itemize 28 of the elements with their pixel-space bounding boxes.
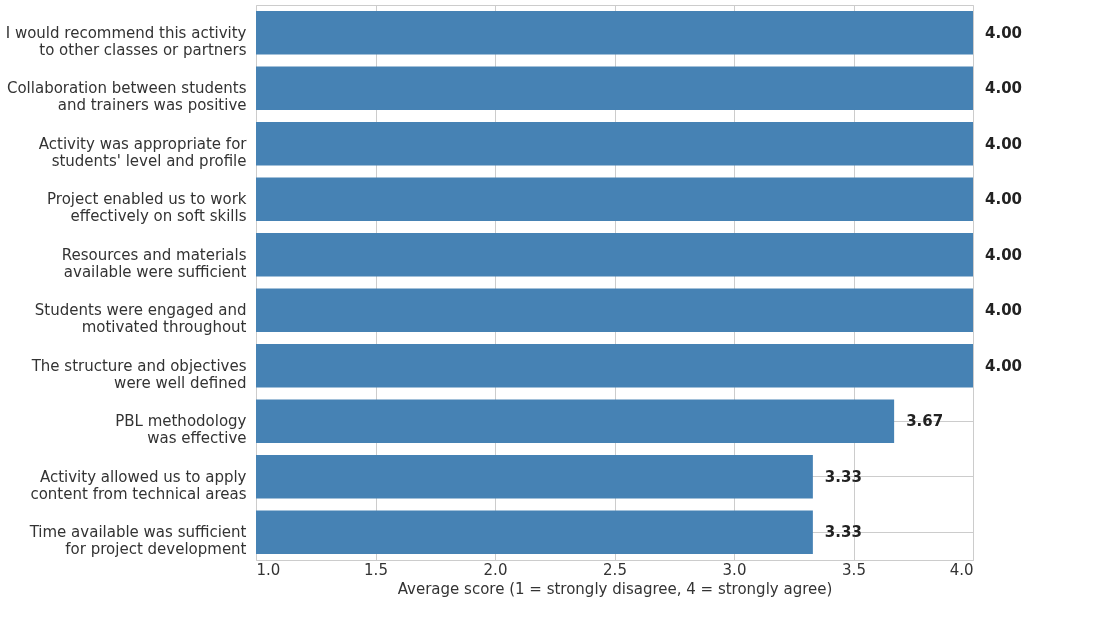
x-tick-label: 4.0	[949, 560, 974, 579]
y-tick-label: Activity was appropriate for students' level and profile	[38, 134, 248, 170]
data-label: 3.67	[906, 412, 944, 431]
x-axis-title: Average score (1 = strongly disagree, 4 = strongly agree)	[397, 579, 833, 598]
data-label: 4.00	[985, 23, 1023, 42]
data-label: 4.00	[985, 301, 1023, 320]
data-label: 4.00	[985, 356, 1023, 375]
y-tick-label: The structure and objectives were well defined	[30, 356, 247, 392]
data-label: 3.33	[824, 523, 862, 542]
x-tick-label: 3.0	[722, 560, 747, 579]
y-tick-label: Collaboration between students and trainers was positive	[6, 79, 247, 115]
x-tick-label: 1.0	[256, 560, 281, 579]
data-label: 3.33	[824, 467, 862, 486]
y-tick-label: PBL methodology was effective	[115, 412, 247, 448]
x-tick-label: 1.5	[364, 560, 388, 579]
data-label: 4.00	[985, 134, 1023, 153]
x-tick-label: 3.5	[842, 560, 866, 579]
y-tick-label: Resources and materials available were sufficient	[61, 245, 247, 281]
data-label: 4.00	[985, 245, 1023, 264]
y-tick-label: Project enabled us to work effectively on soft skills	[47, 190, 247, 226]
y-tick-label: Students were engaged and motivated throughout	[34, 301, 247, 337]
y-tick-label: I would recommend this activity to other classes or partners	[5, 23, 247, 59]
data-label: 4.00	[985, 79, 1023, 98]
y-tick-label: Activity allowed us to apply content from technical areas	[30, 467, 247, 503]
x-tick-label: 2.0	[483, 560, 508, 579]
y-tick-label: Time available was sufficient for project development	[28, 523, 247, 559]
x-tick-label: 2.5	[603, 560, 627, 579]
data-label: 4.00	[985, 190, 1023, 209]
